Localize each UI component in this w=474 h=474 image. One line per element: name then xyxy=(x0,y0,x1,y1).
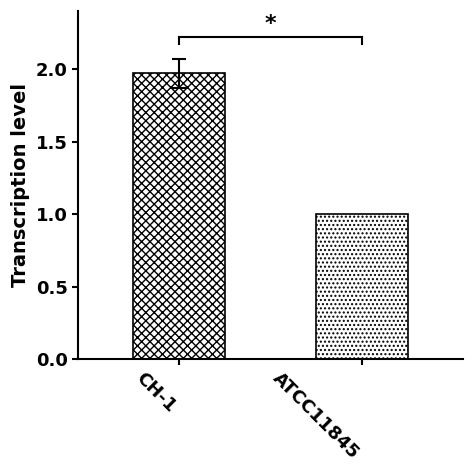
Bar xyxy=(133,73,225,359)
Text: *: * xyxy=(264,14,276,34)
Y-axis label: Transcription level: Transcription level xyxy=(11,83,30,287)
Bar xyxy=(316,214,408,359)
